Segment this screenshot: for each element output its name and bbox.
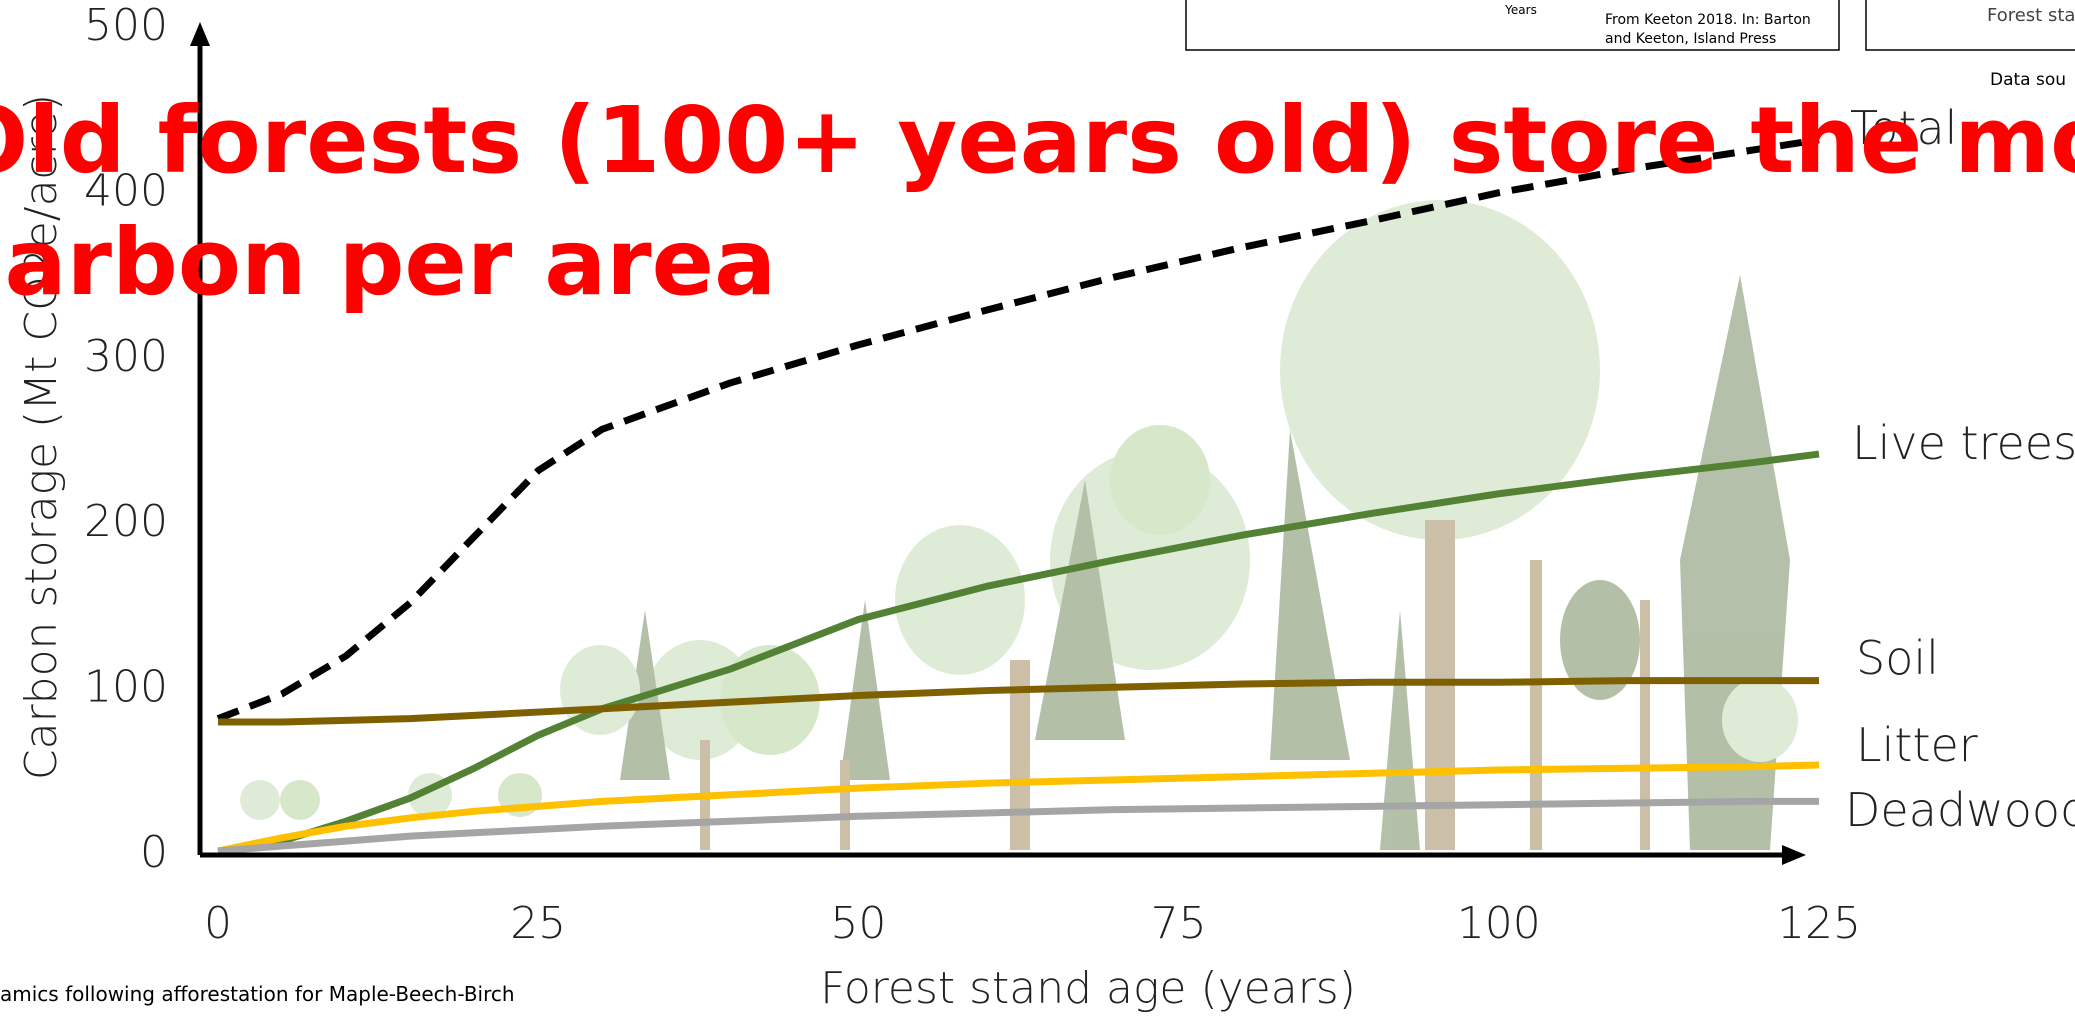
series-label: Total bbox=[1850, 101, 1957, 155]
series-line bbox=[218, 677, 1819, 726]
series-labels: Total Live trees Soil Litter Deadwood bbox=[1845, 101, 2075, 837]
chart-title: Old forests (100+ years old) store the m… bbox=[0, 87, 2075, 316]
y-tick-label: 400 bbox=[84, 165, 168, 216]
x-tick-label: 125 bbox=[1777, 898, 1861, 949]
annotation: Data sou bbox=[1990, 70, 2066, 90]
y-tick-label: 200 bbox=[84, 496, 168, 547]
series-label: Deadwood bbox=[1845, 783, 2075, 837]
x-tick-label: 25 bbox=[510, 898, 566, 949]
y-tick-label: 0 bbox=[140, 827, 168, 878]
series-line bbox=[217, 761, 1820, 855]
y-tick-label: 500 bbox=[84, 0, 168, 51]
series-line bbox=[216, 136, 1820, 722]
inset-box bbox=[1185, 0, 1840, 51]
series-label: Litter bbox=[1856, 718, 1978, 772]
y-axis-label: Carbon storage (Mt CO2e/acre) bbox=[16, 94, 67, 780]
x-axis-label: Forest stand age (years) bbox=[820, 963, 1356, 1014]
y-axis-arrow bbox=[190, 22, 210, 46]
x-tick-label: 100 bbox=[1457, 898, 1541, 949]
annotation: and Keeton, Island Press bbox=[1605, 31, 1776, 47]
y-tick-label: 100 bbox=[84, 662, 168, 713]
x-tick-label: 75 bbox=[1151, 898, 1207, 949]
x-axis-arrow bbox=[1782, 845, 1806, 865]
y-tick-label: 300 bbox=[84, 331, 168, 382]
title: Old forests (100+ years old) store the m… bbox=[0, 87, 2075, 316]
annotation: From Keeton 2018. In: Barton bbox=[1605, 12, 1811, 28]
series-line bbox=[217, 450, 1820, 855]
x-tick-label: 0 bbox=[204, 898, 232, 949]
series-label: Soil bbox=[1856, 631, 1939, 685]
tree-illustration bbox=[240, 200, 1798, 850]
annotation: Years bbox=[1504, 3, 1537, 17]
series-label: Live trees bbox=[1852, 416, 2075, 470]
annotation: Forest sta bbox=[1987, 5, 2075, 26]
plot-area bbox=[216, 136, 1820, 855]
annotation: amics following afforestation for Maple-… bbox=[0, 982, 515, 1006]
series-line bbox=[217, 797, 1819, 855]
x-tick-label: 50 bbox=[830, 898, 886, 949]
inset-box bbox=[1865, 0, 2075, 51]
